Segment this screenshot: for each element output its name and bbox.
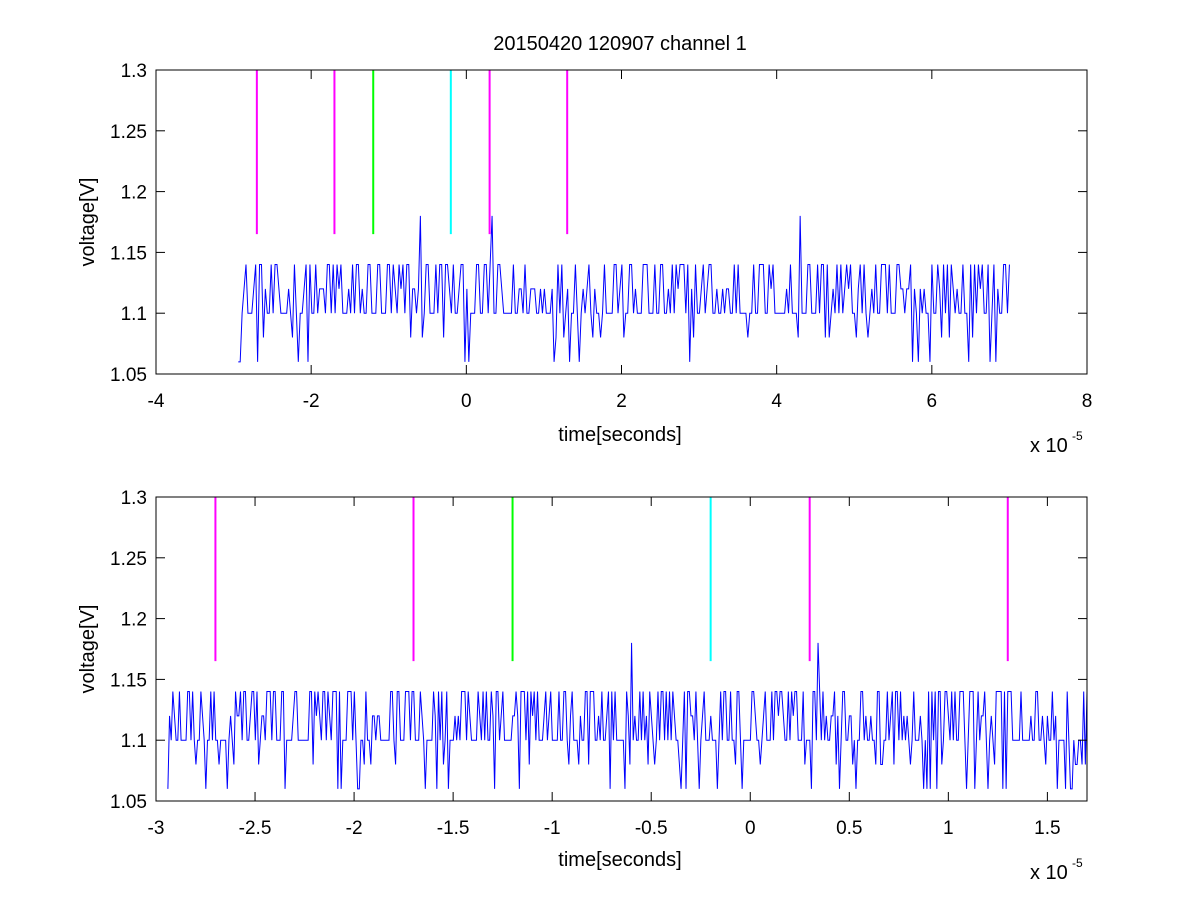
signal-trace [238,215,1010,363]
y-tick-label: 1.15 [110,243,147,264]
x-tick-label: 2 [616,391,627,412]
bottom-x-exponent: x 10 [1030,862,1068,884]
chart-title: 20150420 120907 channel 1 [493,33,747,55]
top-plot-axes-box [155,69,1088,375]
signal-trace [167,642,1088,790]
x-tick-label: -2 [346,818,363,839]
x-tick-label: -0.5 [635,818,668,839]
x-tick-label: 0 [745,818,756,839]
bottom-plot-panel: -3 -2.5 -2 -1.5 -1 -0.5 0 0.5 1 1.5 1.05 1.1 1.15 1.2… [77,488,1088,884]
top-plot-ticks: -4 -2 0 2 4 6 8 1.05 1.1 1.15 1.2 1.25 1.3 [110,61,1092,412]
top-plot-marks [238,70,1010,363]
x-tick-label: 6 [927,391,938,412]
x-tick-label: -1.5 [437,818,470,839]
bottom-plot-axes-box [155,496,1088,802]
x-tick-label: 0 [461,391,472,412]
x-tick-label: -3 [148,818,165,839]
bottom-y-axis-label: voltage[V] [77,605,99,694]
x-tick-label: 0.5 [836,818,862,839]
y-tick-label: 1.05 [110,365,147,386]
top-y-axis-label: voltage[V] [77,178,99,267]
x-tick-label: -1 [544,818,561,839]
x-tick-label: -4 [148,391,165,412]
top-x-axis-label: time[seconds] [558,424,681,446]
y-tick-label: 1.1 [121,731,147,752]
bottom-plot-marks [167,497,1088,790]
y-tick-label: 1.2 [121,183,147,204]
x-tick-label: 8 [1082,391,1093,412]
y-tick-label: 1.2 [121,610,147,631]
x-tick-label: -2 [303,391,320,412]
top-x-exponent-power: -5 [1072,429,1083,443]
y-tick-label: 1.25 [110,549,147,570]
y-tick-label: 1.1 [121,304,147,325]
bottom-x-exponent-power: -5 [1072,856,1083,870]
bottom-plot-ticks: -3 -2.5 -2 -1.5 -1 -0.5 0 0.5 1 1.5 1.05 1.1 1.15 1.2… [110,488,1087,839]
y-tick-label: 1.3 [121,488,147,509]
y-tick-label: 1.15 [110,670,147,691]
y-tick-label: 1.05 [110,792,147,813]
bottom-x-axis-label: time[seconds] [558,849,681,871]
x-tick-label: -2.5 [239,818,272,839]
top-x-exponent: x 10 [1030,435,1068,457]
y-tick-label: 1.3 [121,61,147,82]
top-plot-panel: 20150420 120907 channel 1 -4 -2 0 2 4 6 8 1.05 1… [77,33,1092,457]
x-tick-label: 4 [771,391,782,412]
y-tick-label: 1.25 [110,122,147,143]
x-tick-label: 1 [943,818,954,839]
x-tick-label: 1.5 [1034,818,1060,839]
